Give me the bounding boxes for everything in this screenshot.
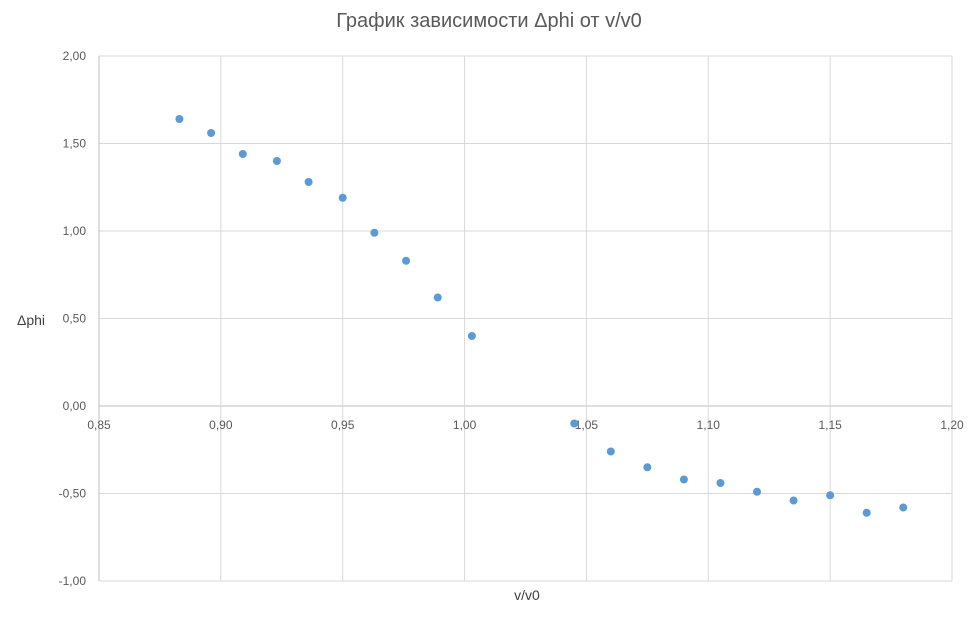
x-axis-tick-labels: 0,85 0,90 0,95 1,00 1,05 1,10 1,15 1,20 [87,418,964,432]
x-tick-label: 1,15 [818,418,842,432]
data-point [679,475,688,484]
gridlines [98,55,953,582]
data-point [899,503,908,512]
y-tick-label: 0,00 [63,399,87,413]
x-tick-label: 1,05 [575,418,599,432]
x-tick-label: 1,20 [940,418,964,432]
data-point [207,129,216,137]
x-axis-title: v/v0 [514,587,540,603]
data-point [862,508,871,517]
data-point [175,115,184,123]
chart-title: График зависимости Δphi от v/v0 [336,10,642,32]
y-axis-tick-labels: 2,00 1,50 1,00 0,50 0,00 -0,50 -1,00 [59,49,87,588]
y-tick-label: 0,50 [63,312,87,326]
x-tick-label: 0,85 [87,418,111,432]
data-point [238,150,247,158]
data-point [716,479,725,487]
data-point [467,332,476,340]
y-tick-label: -1,00 [59,574,87,588]
data-point [606,447,615,456]
y-tick-label: 1,50 [63,137,87,151]
data-point [433,293,442,302]
y-tick-label: 1,00 [63,224,87,238]
data-point [826,491,835,500]
data-point [304,178,313,186]
data-point [570,419,579,428]
data-point [370,228,379,237]
data-point [643,463,652,472]
data-point [338,193,347,202]
x-tick-label: 0,95 [331,418,355,432]
data-points [175,115,908,517]
y-tick-label: -0,50 [59,487,87,501]
data-point [789,496,798,505]
y-axis-title: Δphi [17,312,45,328]
x-tick-label: 0,90 [209,418,233,432]
data-point [402,256,411,265]
x-tick-label: 1,10 [697,418,721,432]
data-point [753,487,762,496]
data-point [272,157,281,165]
x-tick-label: 1,00 [453,418,477,432]
y-tick-label: 2,00 [63,49,87,63]
